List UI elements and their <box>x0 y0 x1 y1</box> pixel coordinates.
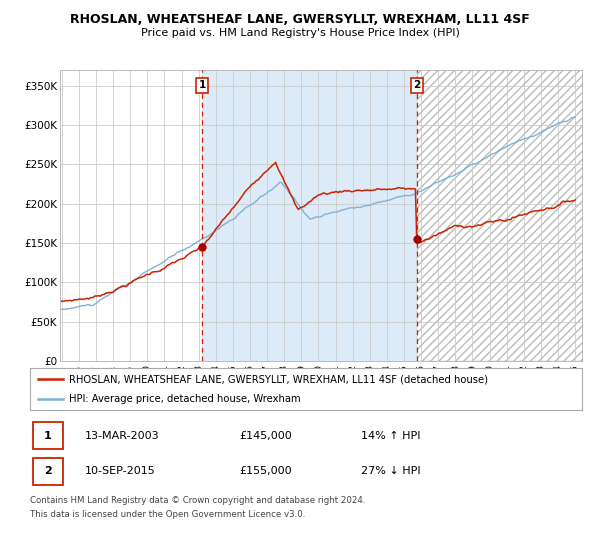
Text: RHOSLAN, WHEATSHEAF LANE, GWERSYLLT, WREXHAM, LL11 4SF: RHOSLAN, WHEATSHEAF LANE, GWERSYLLT, WRE… <box>70 13 530 26</box>
Text: £145,000: £145,000 <box>240 431 293 441</box>
Text: 2: 2 <box>413 80 421 90</box>
Bar <box>33 458 63 485</box>
Text: RHOSLAN, WHEATSHEAF LANE, GWERSYLLT, WREXHAM, LL11 4SF (detached house): RHOSLAN, WHEATSHEAF LANE, GWERSYLLT, WRE… <box>68 374 488 384</box>
Text: This data is licensed under the Open Government Licence v3.0.: This data is licensed under the Open Gov… <box>30 510 305 519</box>
Text: Contains HM Land Registry data © Crown copyright and database right 2024.: Contains HM Land Registry data © Crown c… <box>30 496 365 505</box>
Text: 27% ↓ HPI: 27% ↓ HPI <box>361 466 421 477</box>
Text: HPI: Average price, detached house, Wrexham: HPI: Average price, detached house, Wrex… <box>68 394 300 404</box>
Text: £155,000: £155,000 <box>240 466 292 477</box>
Text: 14% ↑ HPI: 14% ↑ HPI <box>361 431 421 441</box>
Text: 2: 2 <box>44 466 52 477</box>
Bar <box>417 70 589 361</box>
Text: 1: 1 <box>44 431 52 441</box>
Text: Price paid vs. HM Land Registry's House Price Index (HPI): Price paid vs. HM Land Registry's House … <box>140 28 460 38</box>
Text: 13-MAR-2003: 13-MAR-2003 <box>85 431 160 441</box>
Text: 10-SEP-2015: 10-SEP-2015 <box>85 466 156 477</box>
Bar <box>33 422 63 449</box>
Text: 1: 1 <box>199 80 206 90</box>
Bar <box>60 70 202 361</box>
Bar <box>417 70 589 361</box>
